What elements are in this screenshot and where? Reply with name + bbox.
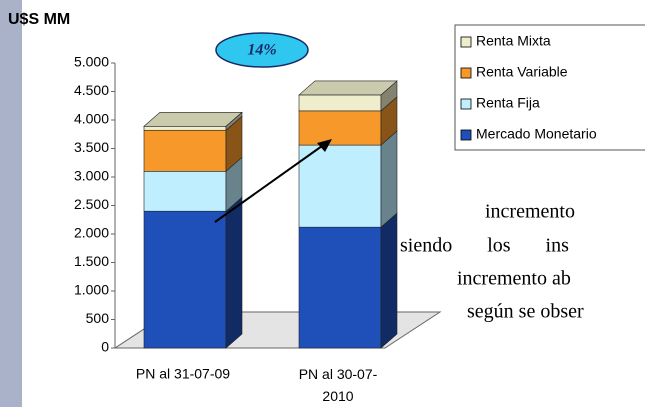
bar-front (298, 94, 382, 112)
legend-swatch (460, 67, 472, 79)
bar-segment (298, 130, 398, 228)
bar-segment (143, 111, 243, 131)
bar-side (225, 196, 243, 349)
side-strip (0, 0, 22, 407)
y-tick-label: 2.000 (74, 225, 109, 241)
legend-label: Renta Variable (476, 64, 568, 80)
bar-front (143, 129, 227, 172)
arrow-head (317, 139, 332, 152)
bar-segment (298, 80, 398, 112)
bar-segment (298, 96, 398, 146)
legend-label: Mercado Monetario (476, 126, 597, 142)
arrow (214, 145, 323, 223)
legend-label: Renta Fija (476, 95, 540, 111)
bar-segment (298, 212, 398, 349)
bar-front (143, 125, 227, 131)
body-text: incremento (485, 201, 575, 223)
y-tick-label: 1.000 (74, 282, 109, 298)
bar-side (380, 212, 398, 349)
legend-label: Renta Mixta (476, 33, 551, 49)
legend-swatch (460, 98, 472, 110)
bar-front (298, 110, 382, 146)
bar-segment (143, 115, 243, 172)
y-tick-label: 500 (86, 310, 110, 326)
bar-segment (143, 156, 243, 212)
y-tick-label: 5.000 (74, 54, 109, 70)
bar-front (143, 210, 227, 349)
bar-top (298, 80, 398, 96)
y-tick-label: 2.500 (74, 196, 109, 212)
legend-swatch (460, 36, 472, 48)
chart-title: U$S MM (8, 11, 70, 28)
bar-front (298, 226, 382, 349)
y-tick-label: 3.000 (74, 168, 109, 184)
y-tick-label: 0 (101, 339, 109, 355)
annotation-bubble (215, 32, 309, 68)
x-tick-label: PN al 30-07-2010 (299, 366, 378, 404)
y-tick-label: 1.500 (74, 253, 109, 269)
y-tick-label: 4.000 (74, 111, 109, 127)
y-tick-label: 4.500 (74, 82, 109, 98)
annotation: 14% (247, 42, 276, 59)
x-tick-label: PN al 31-07-09 (136, 366, 230, 382)
bar-front (143, 171, 227, 212)
body-text: incremento ab (457, 268, 571, 290)
bar-front (298, 144, 382, 228)
bar-top (143, 111, 243, 127)
body-text: siendo los ins (400, 235, 569, 257)
bar-side (380, 130, 398, 228)
body-text: según se obser (467, 301, 584, 323)
legend-swatch (460, 129, 472, 141)
legend (454, 24, 645, 151)
y-tick-label: 3.500 (74, 139, 109, 155)
bar-segment (143, 196, 243, 349)
